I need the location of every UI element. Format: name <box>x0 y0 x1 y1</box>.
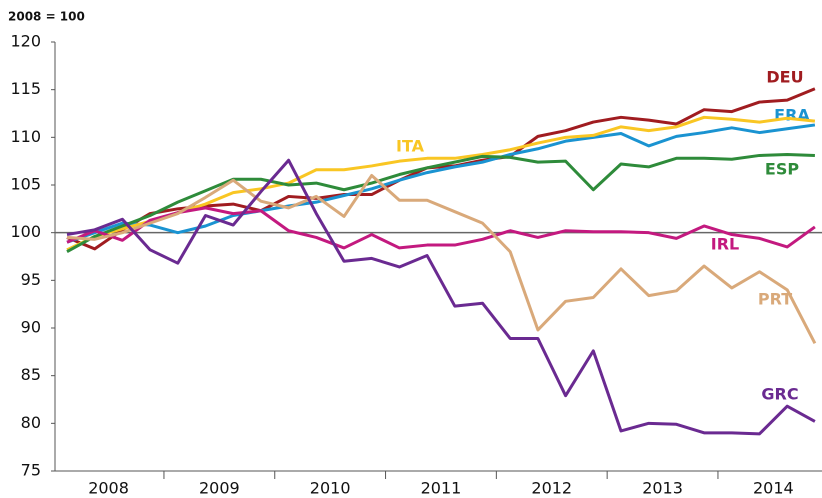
y-tick-label: 110 <box>10 127 41 146</box>
x-tick-label: 2009 <box>199 479 240 498</box>
series-label: ITA <box>396 137 425 156</box>
series-label: PRT <box>758 290 792 309</box>
x-tick-label: 2011 <box>421 479 462 498</box>
series-label: GRC <box>761 385 798 404</box>
series-line <box>66 206 816 250</box>
y-tick-label: 75 <box>21 461 41 480</box>
series-label: ESP <box>765 160 799 179</box>
series-label: IRL <box>711 235 739 254</box>
y-tick-label: 85 <box>21 365 41 384</box>
y-tick-label: 120 <box>10 32 41 51</box>
x-tick-label: 2012 <box>531 479 572 498</box>
x-tick-label: 2013 <box>642 479 683 498</box>
y-tick-label: 90 <box>21 318 41 337</box>
x-tick-label: 2010 <box>310 479 351 498</box>
series-line <box>66 152 815 254</box>
y-tick-label: 95 <box>21 270 41 289</box>
x-tick-label: 2008 <box>88 479 129 498</box>
y-tick-label: 115 <box>10 79 41 98</box>
series-label: DEU <box>766 68 803 87</box>
y-tick-label: 100 <box>10 222 41 241</box>
series-line <box>66 115 816 252</box>
series-line <box>66 173 817 344</box>
series-line <box>66 158 816 436</box>
y-title: 2008 = 100 <box>8 10 85 24</box>
y-tick-label: 105 <box>10 175 41 194</box>
y-tick-label: 80 <box>21 413 41 432</box>
x-tick-label: 2014 <box>753 479 794 498</box>
series-line <box>66 123 816 244</box>
series-label: FRA <box>774 106 810 125</box>
